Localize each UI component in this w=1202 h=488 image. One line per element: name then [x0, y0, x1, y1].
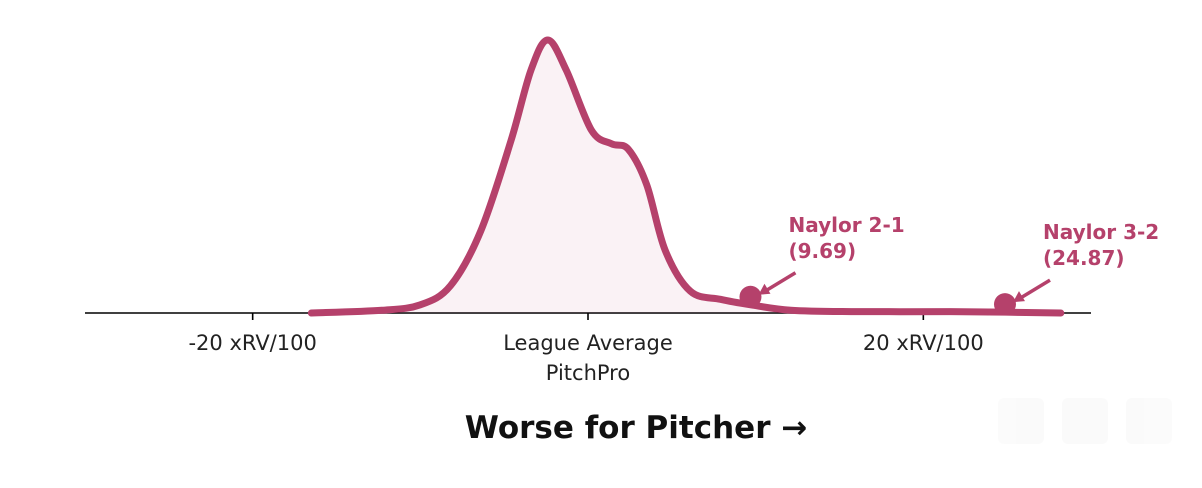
density-area	[311, 40, 1061, 313]
annotation-value: (24.87)	[1043, 246, 1125, 270]
x-tick-label: 20 xRV/100	[862, 331, 984, 355]
toolbar[interactable]	[998, 398, 1172, 444]
toolbar-button[interactable]	[998, 398, 1044, 444]
annotation-value: (9.69)	[788, 239, 856, 263]
toolbar-button[interactable]	[1062, 398, 1108, 444]
density-line	[307, 36, 1065, 317]
point-marker	[739, 285, 762, 308]
arrow-head	[1012, 291, 1025, 303]
annotation-arrow	[1016, 278, 1051, 302]
toolbar-button[interactable]	[1126, 398, 1172, 444]
annotation-name: Naylor 3-2	[1043, 220, 1159, 244]
point-marker	[993, 293, 1016, 316]
arrow-head	[758, 283, 771, 295]
annotation-arrow	[761, 271, 797, 295]
x-tick-label: -20 xRV/100	[188, 331, 317, 355]
x-tick-label: League Average PitchPro	[503, 331, 673, 385]
annotation-name: Naylor 2-1	[788, 213, 904, 237]
x-axis-label: Worse for Pitcher →	[464, 410, 808, 446]
